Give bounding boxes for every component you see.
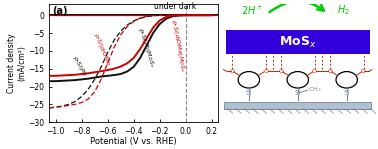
- Text: $\mathit{H_2}$: $\mathit{H_2}$: [337, 3, 350, 17]
- Text: O: O: [263, 69, 268, 74]
- Text: p-Si|diOMe: p-Si|diOMe: [93, 32, 112, 66]
- Text: p-Si|Ph: p-Si|Ph: [71, 54, 87, 76]
- Text: O: O: [327, 69, 332, 74]
- FancyArrowPatch shape: [270, 1, 324, 12]
- Bar: [225, 102, 371, 109]
- Text: Si: Si: [246, 90, 252, 96]
- Bar: [226, 30, 370, 54]
- Text: Si: Si: [344, 90, 350, 96]
- Text: p-Si|diOMe|MoS$_x$: p-Si|diOMe|MoS$_x$: [169, 18, 187, 73]
- Text: O: O: [361, 69, 366, 74]
- Text: CH$_3$: CH$_3$: [308, 85, 322, 94]
- Text: MoS$_x$: MoS$_x$: [279, 35, 316, 50]
- Y-axis label: Current density
(mA/cm²): Current density (mA/cm²): [7, 34, 27, 93]
- Text: $\mathit{2H^+}$: $\mathit{2H^+}$: [241, 4, 263, 17]
- Text: O: O: [229, 69, 234, 74]
- Text: O: O: [312, 69, 317, 74]
- X-axis label: Potential (V vs. RHE): Potential (V vs. RHE): [90, 137, 177, 146]
- Text: under dark: under dark: [154, 2, 196, 11]
- Text: Si: Si: [294, 90, 301, 96]
- Text: p-Si|Ph|MoS$_x$: p-Si|Ph|MoS$_x$: [136, 26, 156, 69]
- Text: (a): (a): [52, 6, 67, 16]
- Text: O: O: [279, 69, 284, 74]
